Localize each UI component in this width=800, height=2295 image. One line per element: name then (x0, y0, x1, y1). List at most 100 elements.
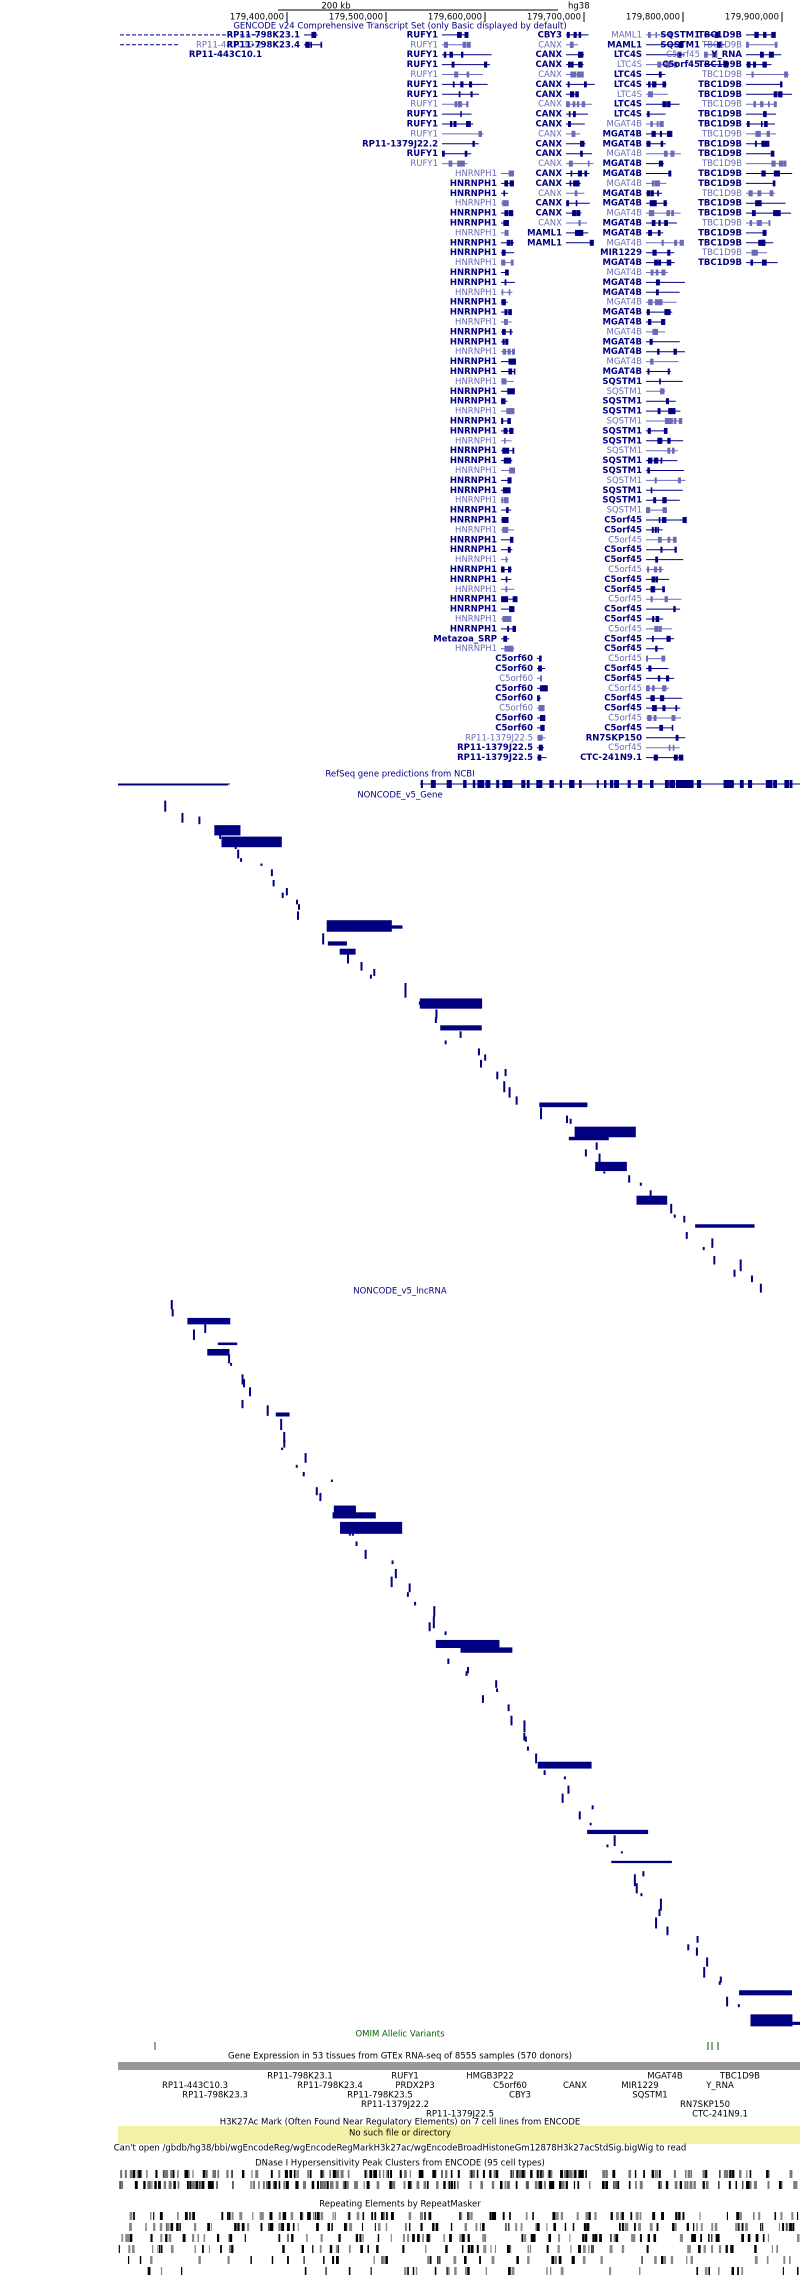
exon (657, 348, 660, 355)
ruler-label: 179,600,000 (428, 13, 482, 23)
track-title[interactable]: GENCODE v24 Comprehensive Transcript Set… (233, 22, 566, 32)
dnase-peak (504, 2181, 506, 2189)
exon (666, 309, 671, 316)
repeat (210, 2223, 212, 2231)
dnase-peak (311, 2181, 315, 2189)
exon (504, 437, 506, 444)
repeat (118, 2245, 120, 2253)
gene-label: RP11-798K23.4 (227, 40, 301, 50)
track-title[interactable]: H3K27Ac Mark (Often Found Near Regulator… (220, 2118, 581, 2128)
repeat (362, 2234, 364, 2242)
exon (681, 780, 685, 788)
repeat (792, 2223, 795, 2231)
exon (512, 596, 515, 603)
repeat (147, 2267, 151, 2275)
repeat (334, 2212, 336, 2220)
exon (503, 220, 509, 226)
repeat (303, 2256, 305, 2264)
repeat (735, 2223, 738, 2231)
gene-label: SQSTM1 (602, 397, 642, 407)
gene-label: HNRNPH1 (455, 585, 497, 595)
repeat (453, 2256, 457, 2264)
dnase-peak (278, 2170, 281, 2178)
exon (673, 754, 678, 761)
dnase-peak (326, 2181, 329, 2189)
dnase-peak (410, 2181, 413, 2189)
feature (435, 1009, 438, 1019)
repeat (736, 2212, 740, 2220)
exon (651, 130, 656, 137)
exon (505, 447, 510, 454)
dnase-peak (136, 2170, 138, 2178)
track-title[interactable]: Gene Expression in 53 tissues from GTEx … (228, 2052, 572, 2062)
exon (668, 130, 673, 137)
repeat (312, 2245, 314, 2253)
dnase-peak (355, 2181, 358, 2189)
feature (503, 1081, 506, 1093)
dnase-peak (154, 2181, 156, 2189)
repeat (502, 2212, 505, 2220)
repeat (356, 2212, 360, 2220)
repeat (176, 2223, 179, 2231)
repeat (698, 2245, 701, 2253)
feature (640, 1893, 643, 1897)
feature (432, 1616, 435, 1629)
exon (570, 71, 574, 78)
feature (526, 1746, 529, 1751)
gene-label: RP11-443C10.1 (189, 50, 262, 60)
repeat (168, 2234, 172, 2242)
exon (580, 150, 583, 157)
gene-label: SQSTM1 (602, 496, 642, 506)
exon (664, 780, 669, 788)
exon (696, 780, 702, 788)
feature (240, 858, 243, 862)
repeat (578, 2245, 582, 2253)
dnase-peak (382, 2170, 385, 2178)
repeat (679, 2234, 682, 2242)
feature (351, 1528, 354, 1536)
dnase-peak (423, 2181, 427, 2189)
dnase-peak (216, 2181, 218, 2189)
gene-label: CANX (536, 60, 563, 70)
repeat (315, 2212, 317, 2220)
track-title[interactable]: DNase I Hypersensitivity Peak Clusters f… (255, 2159, 545, 2169)
repeat (252, 2212, 254, 2220)
exon (509, 368, 511, 375)
track-title[interactable]: NONCODE_v5_lncRNA (353, 1287, 447, 1297)
repeat (780, 2212, 783, 2220)
exon (576, 210, 581, 217)
exon (579, 51, 584, 58)
track-title[interactable]: NONCODE_v5_Gene (357, 791, 442, 801)
exon (664, 220, 668, 226)
feature (221, 836, 282, 848)
gene-label: TBC1D9B (701, 219, 742, 229)
repeat (535, 2223, 537, 2231)
exon (514, 596, 518, 603)
feature (515, 1096, 518, 1105)
exon (502, 616, 505, 622)
exon (647, 566, 650, 573)
track-title[interactable]: Repeating Elements by RepeatMasker (319, 2200, 481, 2210)
dnase-peak (232, 2181, 234, 2189)
dnase-peak (522, 2170, 525, 2178)
track-title[interactable]: RefSeq gene predictions from NCBI (325, 770, 474, 780)
exon (573, 111, 576, 118)
feature (297, 904, 300, 910)
exon (761, 51, 764, 58)
feature (460, 1647, 513, 1653)
dnase-peak (560, 2170, 563, 2178)
repeat (193, 2223, 197, 2231)
exon (668, 170, 672, 177)
feature (391, 1560, 394, 1565)
gene-label: HNRNPH1 (450, 516, 497, 526)
feature (198, 816, 201, 825)
track-title[interactable]: OMIM Allelic Variants (355, 2030, 445, 2040)
dnase-peak (155, 2170, 158, 2178)
exon (646, 685, 650, 692)
exon (501, 517, 506, 523)
exon (655, 279, 660, 286)
repeat (231, 2245, 234, 2253)
exon (651, 220, 656, 226)
repeat (150, 2234, 153, 2242)
exon (468, 121, 471, 127)
